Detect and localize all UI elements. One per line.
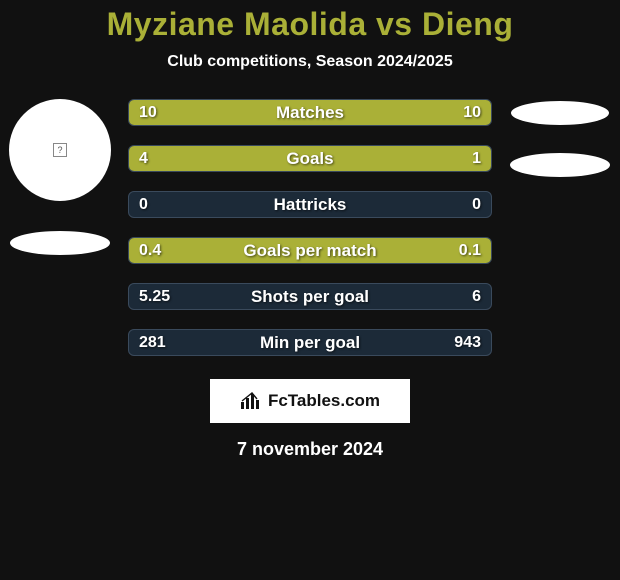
stat-value-right: 6	[462, 284, 491, 309]
page-subtitle: Club competitions, Season 2024/2025	[0, 53, 620, 71]
stat-row: 0Hattricks0	[128, 191, 492, 218]
main-layout: ? 10Matches104Goals10Hattricks00.4Goals …	[0, 99, 620, 375]
comparison-card: Myziane Maolida vs Dieng Club competitio…	[0, 0, 620, 460]
stat-label: Matches	[129, 100, 491, 125]
bars-icon	[240, 392, 262, 410]
stat-label: Min per goal	[129, 330, 491, 355]
stat-label: Hattricks	[129, 192, 491, 217]
stat-row: 5.25Shots per goal6	[128, 283, 492, 310]
missing-image-icon: ?	[53, 143, 67, 157]
branding-badge: FcTables.com	[210, 379, 410, 423]
player-right-name-badge	[510, 153, 610, 177]
stat-row: 10Matches10	[128, 99, 492, 126]
stat-value-right: 943	[444, 330, 491, 355]
stats-table: 10Matches104Goals10Hattricks00.4Goals pe…	[120, 99, 500, 375]
page-title: Myziane Maolida vs Dieng	[0, 6, 620, 43]
branding-text: FcTables.com	[268, 391, 380, 411]
player-left-name-badge	[10, 231, 110, 255]
player-right-panel	[500, 99, 620, 177]
footer-date: 7 november 2024	[0, 439, 620, 460]
stat-label: Shots per goal	[129, 284, 491, 309]
stat-row: 281Min per goal943	[128, 329, 492, 356]
stat-row: 4Goals1	[128, 145, 492, 172]
stat-value-right: 0	[462, 192, 491, 217]
player-right-avatar	[511, 101, 609, 125]
stat-value-right: 10	[453, 100, 491, 125]
stat-label: Goals per match	[129, 238, 491, 263]
stat-value-right: 1	[462, 146, 491, 171]
player-left-panel: ?	[0, 99, 120, 255]
player-left-avatar: ?	[9, 99, 111, 201]
stat-value-right: 0.1	[449, 238, 491, 263]
stat-row: 0.4Goals per match0.1	[128, 237, 492, 264]
stat-label: Goals	[129, 146, 491, 171]
